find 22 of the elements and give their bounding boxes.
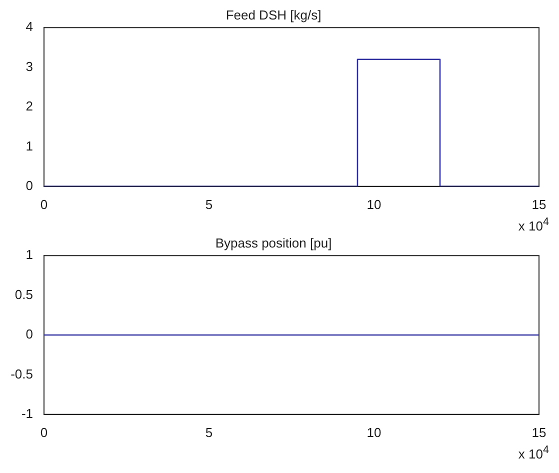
x-tick-label: 5 xyxy=(205,424,213,440)
y-tick-label: 3 xyxy=(26,58,33,74)
y-tick-label: 4 xyxy=(26,19,33,34)
x-tick-label: 10 xyxy=(366,196,382,212)
y-tick-label: 0.5 xyxy=(14,286,33,302)
text: x 10$^{4}$ xyxy=(517,216,550,234)
y-tick-label: 2 xyxy=(26,98,33,114)
y-tick-label: -0.5 xyxy=(10,366,33,382)
y-tick-label: 1 xyxy=(26,138,33,154)
x-tick-label: 5 xyxy=(205,196,213,212)
x-tick-label: 15 xyxy=(532,424,546,440)
chart-title: Bypass position [pu] xyxy=(215,235,332,250)
x-tick-label: 10 xyxy=(366,424,382,440)
y-tick-label: 0 xyxy=(26,178,33,193)
chart-title: Feed DSH [kg/s] xyxy=(226,7,322,22)
y-tick-label: -1 xyxy=(21,406,33,421)
x-tick-label: 0 xyxy=(40,424,48,440)
y-tick-label: 1 xyxy=(26,247,33,262)
text: x 10$^{4}$ xyxy=(517,444,550,462)
x-tick-label: 15 xyxy=(532,196,546,212)
x-tick-label: 0 xyxy=(40,196,48,212)
y-tick-label: 0 xyxy=(26,326,33,342)
